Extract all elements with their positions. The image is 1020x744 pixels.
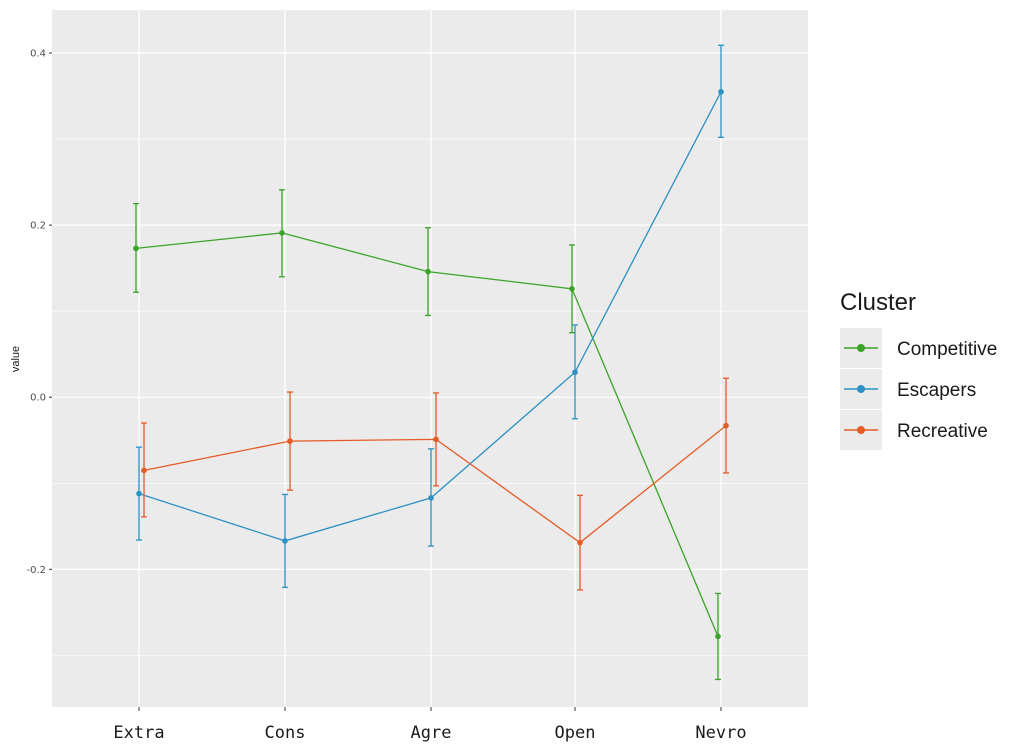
y-tick-label: -0.2 [26, 565, 46, 576]
data-point [425, 268, 431, 275]
legend-label: Recreative [897, 421, 988, 442]
y-axis-title: value [10, 346, 22, 372]
data-point [569, 286, 575, 292]
x-axis-ticks: Extra Cons Agre Open Nevro [113, 707, 747, 743]
data-point [428, 495, 434, 501]
x-tick-label: Open [555, 723, 596, 743]
legend-key-point [857, 344, 865, 352]
x-tick-label: Extra [113, 723, 164, 743]
data-point [282, 538, 288, 544]
legend-key-point [857, 426, 865, 434]
legend: Cluster Competitive Escapers Recreative [840, 289, 997, 450]
y-tick-label: 0.0 [30, 393, 46, 404]
data-point [572, 369, 578, 376]
series-layer [133, 44, 729, 681]
x-tick-label: Cons [265, 723, 306, 743]
plot-panel [52, 10, 808, 707]
legend-key-point [857, 385, 865, 393]
y-tick-label: 0.2 [30, 221, 46, 232]
data-point [715, 633, 721, 640]
legend-item-competitive: Competitive [840, 328, 997, 368]
legend-title: Cluster [840, 289, 916, 316]
x-tick-label: Nevro [695, 723, 746, 743]
data-point [279, 230, 285, 236]
series-escapers [136, 44, 724, 589]
legend-item-escapers: Escapers [840, 369, 976, 409]
data-point [577, 539, 583, 546]
data-point [287, 438, 293, 444]
y-axis-ticks: -0.2 0.0 0.2 0.4 [26, 49, 52, 576]
x-tick-label: Agre [411, 723, 452, 743]
data-point [141, 467, 147, 474]
series-competitive [133, 189, 721, 681]
series-recreative [141, 377, 729, 591]
data-point [136, 490, 142, 497]
legend-label: Escapers [897, 380, 976, 401]
y-tick-label: 0.4 [30, 49, 46, 60]
legend-label: Competitive [897, 339, 997, 360]
data-point [433, 436, 439, 443]
legend-item-recreative: Recreative [840, 410, 988, 450]
grid [52, 10, 808, 707]
data-point [133, 245, 139, 252]
data-point [723, 422, 729, 429]
data-point [718, 88, 724, 95]
